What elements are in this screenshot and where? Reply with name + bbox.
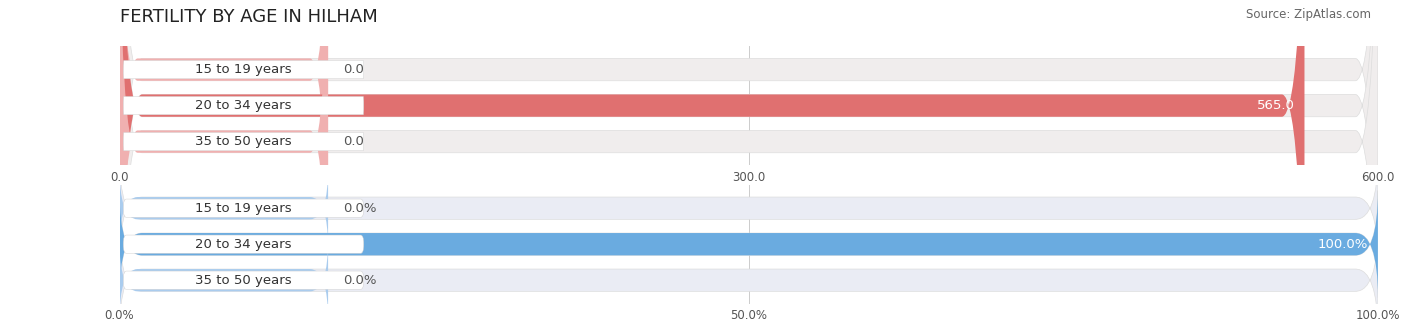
Text: 100.0%: 100.0% <box>1317 238 1368 251</box>
FancyBboxPatch shape <box>124 199 364 217</box>
FancyBboxPatch shape <box>120 0 1378 330</box>
Text: 20 to 34 years: 20 to 34 years <box>195 238 292 251</box>
FancyBboxPatch shape <box>120 190 1378 298</box>
FancyBboxPatch shape <box>120 0 1378 330</box>
FancyBboxPatch shape <box>124 96 364 115</box>
FancyBboxPatch shape <box>120 168 328 249</box>
FancyBboxPatch shape <box>120 240 328 321</box>
FancyBboxPatch shape <box>124 132 364 151</box>
Text: FERTILITY BY AGE IN HILHAM: FERTILITY BY AGE IN HILHAM <box>120 8 377 26</box>
FancyBboxPatch shape <box>120 0 1378 330</box>
Text: 0.0: 0.0 <box>343 135 364 148</box>
FancyBboxPatch shape <box>120 0 328 330</box>
Text: 35 to 50 years: 35 to 50 years <box>195 135 292 148</box>
FancyBboxPatch shape <box>120 190 1378 298</box>
Text: 15 to 19 years: 15 to 19 years <box>195 202 292 215</box>
Text: Source: ZipAtlas.com: Source: ZipAtlas.com <box>1246 8 1371 21</box>
FancyBboxPatch shape <box>120 154 1378 262</box>
Text: 35 to 50 years: 35 to 50 years <box>195 274 292 287</box>
FancyBboxPatch shape <box>124 60 364 79</box>
FancyBboxPatch shape <box>124 235 364 253</box>
Text: 0.0%: 0.0% <box>343 202 377 215</box>
FancyBboxPatch shape <box>120 0 1305 330</box>
Text: 20 to 34 years: 20 to 34 years <box>195 99 292 112</box>
FancyBboxPatch shape <box>120 0 328 330</box>
Text: 15 to 19 years: 15 to 19 years <box>195 63 292 76</box>
Text: 565.0: 565.0 <box>1257 99 1295 112</box>
FancyBboxPatch shape <box>124 271 364 289</box>
FancyBboxPatch shape <box>120 227 1378 330</box>
Text: 0.0%: 0.0% <box>343 274 377 287</box>
Text: 0.0: 0.0 <box>343 63 364 76</box>
